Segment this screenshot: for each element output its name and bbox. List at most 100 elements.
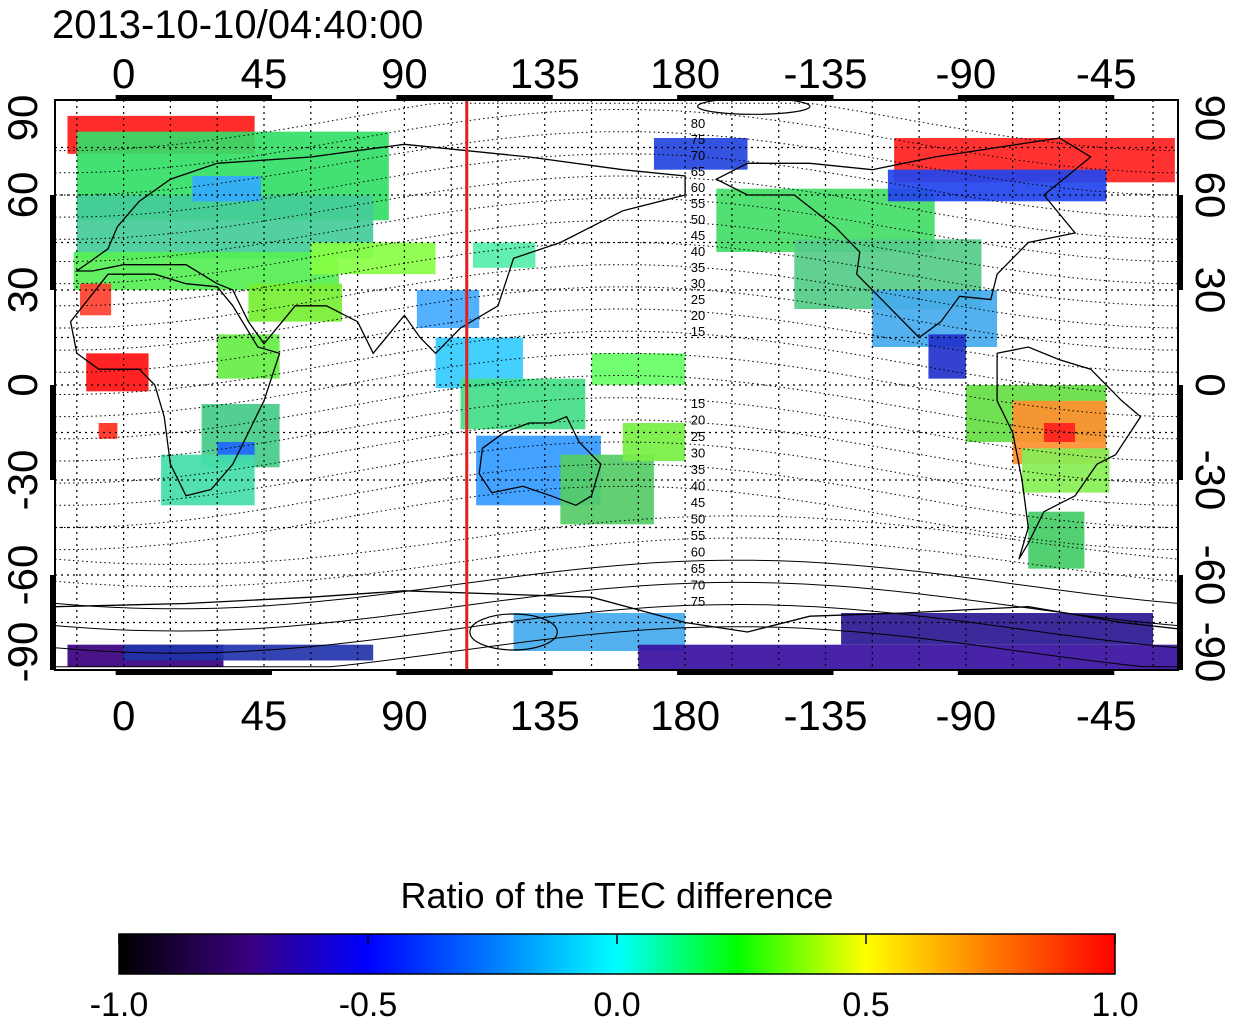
coastline	[69, 273, 281, 497]
bottom-lon-tick: -45	[1076, 692, 1137, 739]
left-lat-tick: -90	[0, 622, 46, 683]
right-lat-tick: 0	[1187, 373, 1234, 396]
top-lon-tick: 180	[650, 50, 720, 97]
right-lat-tick: -60	[1187, 545, 1234, 606]
contour-label: 35	[691, 260, 705, 275]
colorbar-tick-label: 1.0	[1091, 986, 1138, 1024]
left-lat-tick: 0	[0, 373, 46, 396]
top-lon-tick: -90	[936, 50, 997, 97]
contour-line	[55, 102, 1178, 152]
contour-line	[55, 603, 1178, 654]
coastline	[478, 415, 602, 507]
contour-label: 35	[691, 462, 705, 477]
contour-label: 20	[691, 308, 705, 323]
contour-label: 45	[691, 495, 705, 510]
frame-bar-bottom	[115, 670, 273, 675]
tec-patch	[98, 423, 118, 439]
right-latitude-ticks: 90 60 30 0 -30 -60 -90	[1187, 95, 1234, 683]
coastline	[996, 346, 1142, 560]
contour-label: 20	[691, 413, 705, 428]
contour-label: 60	[691, 180, 705, 195]
bottom-lon-tick: 45	[241, 692, 288, 739]
frame-bar-top	[957, 95, 1115, 100]
coastline	[714, 137, 1092, 339]
tec-patch	[473, 242, 536, 268]
top-longitude-ticks: 0 45 90 135 180 -135 -90 -45	[112, 50, 1137, 97]
magnetic-latitude-contours	[55, 100, 1178, 668]
contour-label: 70	[691, 148, 705, 163]
bottom-lon-tick: 90	[381, 692, 428, 739]
contour-labels: 8075706560555045403530252015152025303540…	[691, 116, 705, 609]
colorbar-title: Ratio of the TEC difference	[401, 875, 834, 916]
contour-label: 65	[691, 164, 705, 179]
tec-patch	[86, 353, 149, 392]
top-lon-tick: 135	[510, 50, 580, 97]
tec-patch	[1022, 448, 1110, 493]
left-lat-tick: -60	[0, 545, 46, 606]
bottom-lon-tick: 0	[112, 692, 135, 739]
frame-bar-right	[1178, 195, 1183, 290]
tec-patch	[248, 283, 342, 322]
contour-label: 60	[691, 545, 705, 560]
contour-label: 55	[691, 196, 705, 211]
bottom-lon-tick: 135	[510, 692, 580, 739]
tec-patch	[79, 283, 112, 316]
left-lat-tick: 60	[0, 172, 46, 219]
bottom-longitude-ticks: 0 45 90 135 180 -135 -90 -45	[112, 692, 1137, 739]
tec-patch	[928, 334, 966, 379]
left-lat-tick: -30	[0, 450, 46, 511]
contour-label: 80	[691, 116, 705, 131]
coastlines	[55, 137, 1178, 633]
contour-label: 25	[691, 429, 705, 444]
tec-patch	[887, 169, 1107, 202]
colorbar-tick-label: 0.5	[842, 986, 889, 1024]
right-lat-tick: -90	[1187, 622, 1234, 683]
tec-patch	[1043, 423, 1076, 442]
contour-line	[55, 581, 1178, 632]
contour-label: 50	[691, 212, 705, 227]
contour-label: 40	[691, 479, 705, 494]
contour-label: 15	[691, 396, 705, 411]
tec-map: 8075706560555045403530252015152025303540…	[50, 95, 1183, 675]
right-lat-tick: 30	[1187, 267, 1234, 314]
tec-patch	[192, 176, 261, 202]
contour-label: 65	[691, 561, 705, 576]
contour-label: 75	[691, 132, 705, 147]
top-lon-tick: 45	[241, 50, 288, 97]
bottom-lon-tick: 180	[650, 692, 720, 739]
contour-label: 30	[691, 276, 705, 291]
tec-patch	[560, 454, 654, 525]
tec-ratio-patches	[67, 115, 1178, 670]
frame-bar-right	[1178, 575, 1183, 670]
contour-label: 70	[691, 578, 705, 593]
right-lat-tick: -30	[1187, 450, 1234, 511]
right-lat-tick: 60	[1187, 172, 1234, 219]
contour-line	[55, 559, 1178, 610]
left-latitude-ticks: 90 60 30 0 -30 -60 -90	[0, 95, 46, 683]
frame-bar-top	[677, 95, 834, 100]
frame-bar-bottom	[957, 670, 1115, 675]
contour-label: 30	[691, 446, 705, 461]
map-frame-ticks	[50, 95, 1183, 675]
map-grid	[55, 100, 1178, 670]
coastline	[74, 143, 686, 355]
frame-bar-left	[50, 195, 55, 290]
frame-bar-right	[1178, 385, 1183, 480]
tec-patch	[123, 644, 374, 661]
contour-label: 75	[691, 594, 705, 609]
colorbar-tick-label: -0.5	[339, 986, 398, 1024]
contour-label: 55	[691, 528, 705, 543]
contour-line	[55, 626, 1178, 668]
frame-bar-top	[115, 95, 273, 100]
contour-label: 45	[691, 228, 705, 243]
coastline	[55, 590, 1178, 633]
left-lat-tick: 30	[0, 267, 46, 314]
tec-patch	[310, 242, 436, 275]
frame-bar-bottom	[396, 670, 553, 675]
map-title: 2013-10-10/04:40:00	[52, 3, 423, 47]
tec-patch	[460, 378, 586, 430]
top-lon-tick: 0	[112, 50, 135, 97]
colorbar-tick-label: -1.0	[90, 986, 149, 1024]
frame-bar-left	[50, 385, 55, 480]
contour-pole-south	[469, 613, 558, 651]
